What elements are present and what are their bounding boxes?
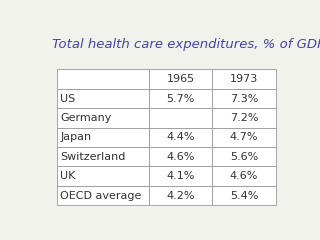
Text: 4.4%: 4.4% — [166, 132, 195, 142]
Text: 1965: 1965 — [167, 74, 195, 84]
Bar — [57, 147, 149, 167]
Bar — [149, 167, 212, 186]
Text: Germany: Germany — [60, 113, 112, 123]
Text: 7.2%: 7.2% — [230, 113, 258, 123]
Bar — [212, 167, 276, 186]
Text: 5.6%: 5.6% — [230, 152, 258, 162]
Text: 5.7%: 5.7% — [166, 94, 195, 104]
Bar — [149, 89, 212, 108]
Text: 4.6%: 4.6% — [230, 171, 258, 181]
Bar — [212, 186, 276, 205]
Bar — [212, 69, 276, 89]
Bar — [212, 108, 276, 128]
Text: UK: UK — [60, 171, 76, 181]
Text: 1973: 1973 — [230, 74, 258, 84]
Bar — [57, 167, 149, 186]
Text: US: US — [60, 94, 76, 104]
Text: Total health care expenditures, % of GDP: Total health care expenditures, % of GDP — [52, 38, 320, 51]
Text: 4.6%: 4.6% — [166, 152, 195, 162]
Bar — [212, 128, 276, 147]
Bar — [57, 128, 149, 147]
Bar — [212, 89, 276, 108]
Text: Japan: Japan — [60, 132, 92, 142]
Bar — [212, 147, 276, 167]
Text: Switzerland: Switzerland — [60, 152, 126, 162]
Bar — [149, 186, 212, 205]
Bar — [149, 128, 212, 147]
Text: 4.1%: 4.1% — [166, 171, 195, 181]
Bar — [149, 69, 212, 89]
Text: 4.7%: 4.7% — [230, 132, 258, 142]
Bar — [57, 89, 149, 108]
Bar — [57, 108, 149, 128]
Text: 5.4%: 5.4% — [230, 191, 258, 201]
Bar — [57, 186, 149, 205]
Bar — [57, 69, 149, 89]
Bar — [149, 108, 212, 128]
Text: 4.2%: 4.2% — [166, 191, 195, 201]
Text: 7.3%: 7.3% — [230, 94, 258, 104]
Text: OECD average: OECD average — [60, 191, 142, 201]
Bar — [149, 147, 212, 167]
